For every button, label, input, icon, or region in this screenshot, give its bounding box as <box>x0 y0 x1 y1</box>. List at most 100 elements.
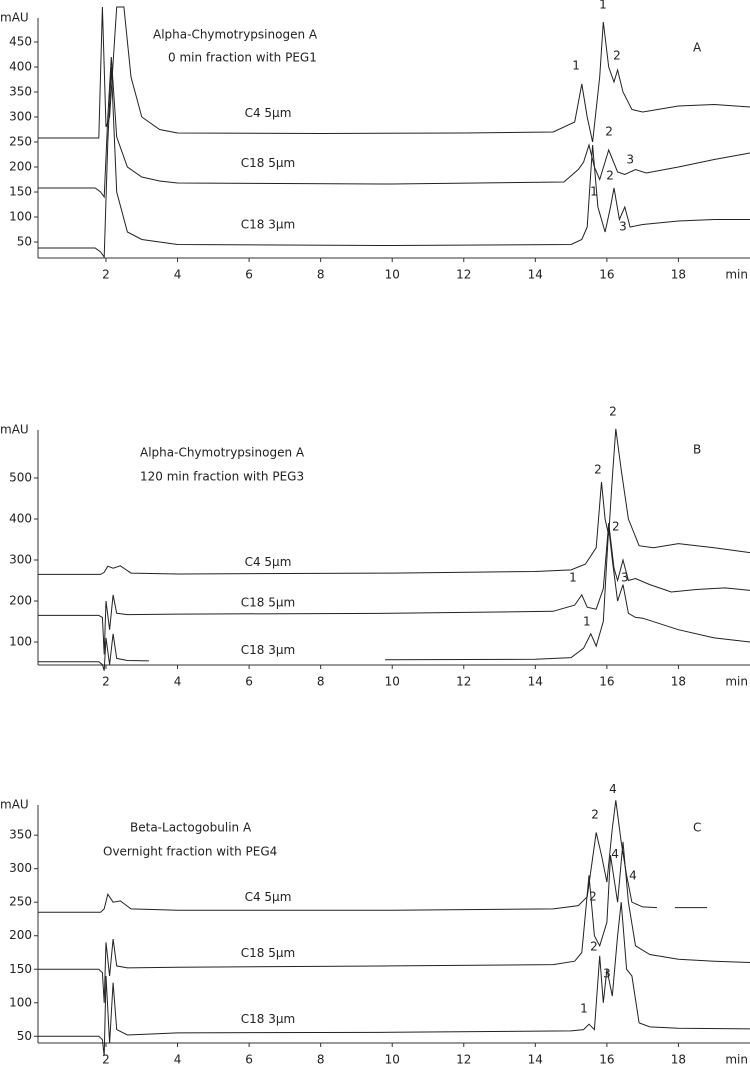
trace <box>38 902 750 1055</box>
peak-label: 3 <box>619 220 627 234</box>
panel-title: Alpha-Chymotrypsinogen A <box>153 28 318 42</box>
x-tick-label: 16 <box>599 675 614 689</box>
trace <box>38 428 750 575</box>
y-tick-label: 400 <box>9 60 32 74</box>
x-axis-label: min <box>725 268 748 282</box>
series-label: C4 5μm <box>245 106 292 120</box>
y-tick-label: 500 <box>9 470 32 484</box>
x-tick-label: 12 <box>456 675 471 689</box>
panel-title: Beta-Lactogobulin A <box>130 821 252 835</box>
y-tick-label: 300 <box>9 110 32 124</box>
x-tick-label: 18 <box>671 675 686 689</box>
series-label: C18 3μm <box>241 643 295 657</box>
x-tick-label: 18 <box>671 268 686 282</box>
peak-label: 4 <box>609 782 617 796</box>
y-tick-label: 450 <box>9 35 32 49</box>
peak-label: 4 <box>611 847 619 861</box>
peak-label: 2 <box>609 404 617 418</box>
series-label: C4 5μm <box>245 555 292 569</box>
series-label: C18 5μm <box>241 156 295 170</box>
x-tick-label: 10 <box>385 675 400 689</box>
x-tick-label: 4 <box>174 1053 182 1067</box>
peak-label: 1 <box>583 614 591 628</box>
series-label: C18 3μm <box>241 217 295 231</box>
series-label: C18 3μm <box>241 1012 295 1026</box>
peak-label: 1 <box>599 0 607 12</box>
y-tick-label: 350 <box>9 828 32 842</box>
x-tick-label: 14 <box>528 675 543 689</box>
trace <box>38 66 750 259</box>
peak-label: 2 <box>591 808 599 822</box>
x-tick-label: 6 <box>245 675 253 689</box>
peak-label: 3 <box>626 153 634 167</box>
panel-label: B <box>693 443 701 457</box>
trace <box>38 841 750 1003</box>
y-tick-label: 150 <box>9 185 32 199</box>
x-axis-label: min <box>725 1053 748 1067</box>
panel-title: Alpha-Chymotrypsinogen A <box>140 446 305 460</box>
y-tick-label: 200 <box>9 594 32 608</box>
y-tick-label: 50 <box>17 1029 32 1043</box>
x-tick-label: 8 <box>317 268 325 282</box>
y-tick-label: 400 <box>9 511 32 525</box>
trace <box>38 527 750 671</box>
y-tick-label: 200 <box>9 928 32 942</box>
trace <box>38 6 750 143</box>
panel-subtitle: 120 min fraction with PEG3 <box>140 470 304 484</box>
trace <box>38 523 750 655</box>
panel-label: A <box>693 41 702 55</box>
y-tick-label: 250 <box>9 135 32 149</box>
x-tick-label: 12 <box>456 1053 471 1067</box>
y-tick-label: 200 <box>9 160 32 174</box>
trace <box>38 800 708 913</box>
series-label: C18 5μm <box>241 595 295 609</box>
x-tick-label: 12 <box>456 268 471 282</box>
peak-label: 2 <box>590 940 598 954</box>
y-tick-label: 50 <box>17 235 32 249</box>
peak-label: 2 <box>605 125 613 139</box>
x-tick-label: 8 <box>317 675 325 689</box>
y-axis-label: mAU <box>0 423 29 437</box>
x-axis-label: min <box>725 675 748 689</box>
y-tick-label: 150 <box>9 962 32 976</box>
x-tick-label: 10 <box>385 1053 400 1067</box>
panel-subtitle: 0 min fraction with PEG1 <box>168 51 317 65</box>
x-tick-label: 16 <box>599 268 614 282</box>
x-tick-label: 6 <box>245 1053 253 1067</box>
peak-label: 1 <box>569 571 577 585</box>
x-tick-label: 4 <box>174 675 182 689</box>
peak-label: 1 <box>590 185 598 199</box>
x-tick-label: 8 <box>317 1053 325 1067</box>
x-tick-label: 18 <box>671 1053 686 1067</box>
y-tick-label: 250 <box>9 895 32 909</box>
series-label: C18 5μm <box>241 946 295 960</box>
peak-label: 1 <box>580 1001 588 1015</box>
x-tick-label: 14 <box>528 268 543 282</box>
peak-label: 2 <box>606 169 614 183</box>
x-tick-label: 14 <box>528 1053 543 1067</box>
peak-label: 2 <box>589 889 597 903</box>
peak-label: 1 <box>572 59 580 73</box>
peak-label: 3 <box>603 966 611 980</box>
y-tick-label: 100 <box>9 210 32 224</box>
y-tick-label: 300 <box>9 553 32 567</box>
x-tick-label: 6 <box>245 268 253 282</box>
x-tick-label: 16 <box>599 1053 614 1067</box>
y-axis-label: mAU <box>0 11 29 25</box>
x-tick-label: 2 <box>102 1053 110 1067</box>
panel-subtitle: Overnight fraction with PEG4 <box>103 845 277 859</box>
y-tick-label: 350 <box>9 85 32 99</box>
panel-label: C <box>693 821 701 835</box>
series-label: C4 5μm <box>245 890 292 904</box>
x-tick-label: 10 <box>385 268 400 282</box>
x-tick-label: 2 <box>102 675 110 689</box>
peak-label: 4 <box>629 869 637 883</box>
peak-label: 2 <box>612 519 620 533</box>
x-tick-label: 2 <box>102 268 110 282</box>
trace <box>38 56 750 199</box>
x-tick-label: 4 <box>174 268 182 282</box>
